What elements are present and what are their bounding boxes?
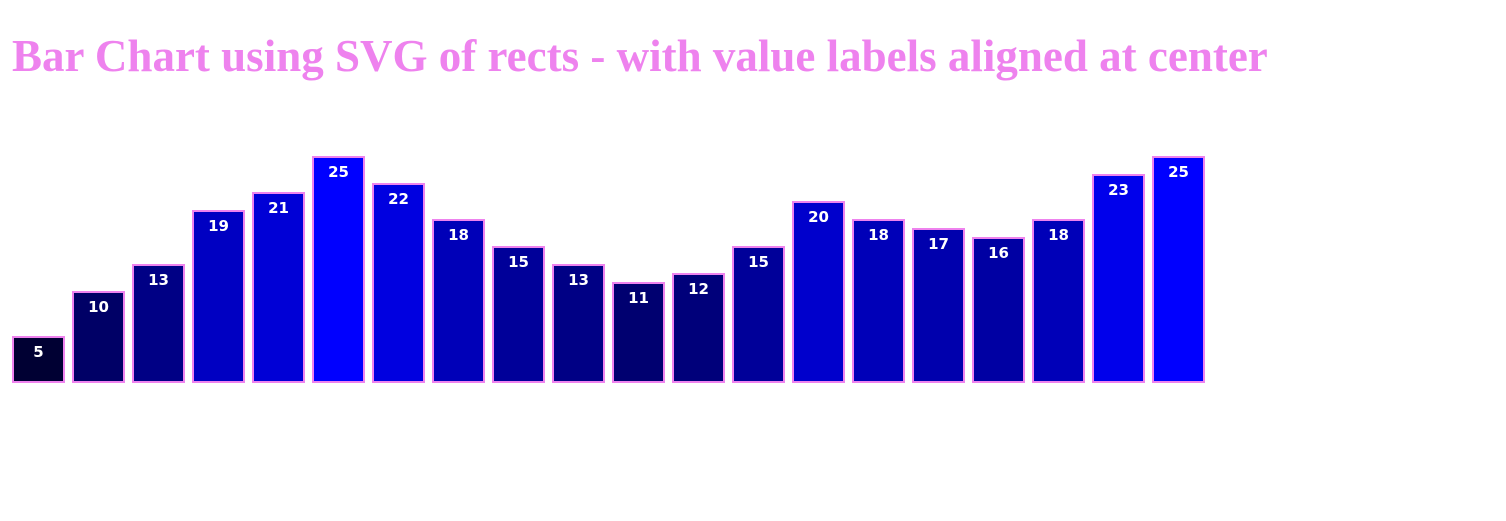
bar [12,336,65,383]
bar [192,210,245,383]
bar-value-label: 11 [628,289,649,307]
bar [492,246,545,383]
bar [732,246,785,383]
bar-group: 15 [732,246,785,383]
bar [1152,156,1205,383]
bar-value-label: 25 [328,163,349,181]
bar-group: 15 [492,246,545,383]
bar-value-label: 13 [568,271,589,289]
bar-value-label: 22 [388,190,409,208]
bar-value-label: 15 [508,253,529,271]
bar-value-label: 18 [448,226,469,244]
bar [312,156,365,383]
bar-value-label: 18 [868,226,889,244]
bar-value-label: 20 [808,208,829,226]
bar-value-label: 15 [748,253,769,271]
bar [672,273,725,383]
bar [552,264,605,383]
bar-group: 17 [912,228,965,383]
bar-group: 10 [72,291,125,383]
bar-group: 22 [372,183,425,383]
bar-group: 12 [672,273,725,383]
bar-value-label: 25 [1168,163,1189,181]
bar-group: 13 [552,264,605,383]
bar-group: 11 [612,282,665,383]
bar-group: 16 [972,237,1025,383]
bar-group: 18 [432,219,485,383]
bar [72,291,125,383]
bar [852,219,905,383]
bar-group: 21 [252,192,305,383]
bar-group: 13 [132,264,185,383]
bar [132,264,185,383]
bar-value-label: 19 [208,217,229,235]
bar [432,219,485,383]
bar-group: 18 [852,219,905,383]
bar-value-label: 13 [148,271,169,289]
bar-value-label: 10 [88,298,109,316]
bar-value-label: 23 [1108,181,1129,199]
bar-group: 18 [1032,219,1085,383]
bar [1092,174,1145,383]
bar-group: 20 [792,201,845,383]
bar [372,183,425,383]
bar-group: 19 [192,210,245,383]
bar [1032,219,1085,383]
bar-value-label: 21 [268,199,289,217]
chart-title: Bar Chart using SVG of rects - with valu… [12,31,1268,81]
bar-value-label: 16 [988,244,1009,262]
bar [252,192,305,383]
bar-value-label: 12 [688,280,709,298]
bar-value-label: 18 [1048,226,1069,244]
bar [792,201,845,383]
bar-group: 25 [1152,156,1205,383]
bar-group: 25 [312,156,365,383]
bar-value-label: 17 [928,235,949,253]
bar [612,282,665,383]
bar [972,237,1025,383]
bar-group: 5 [12,336,65,383]
bar-group: 23 [1092,174,1145,383]
bar [912,228,965,383]
bar-value-label: 5 [33,343,43,361]
